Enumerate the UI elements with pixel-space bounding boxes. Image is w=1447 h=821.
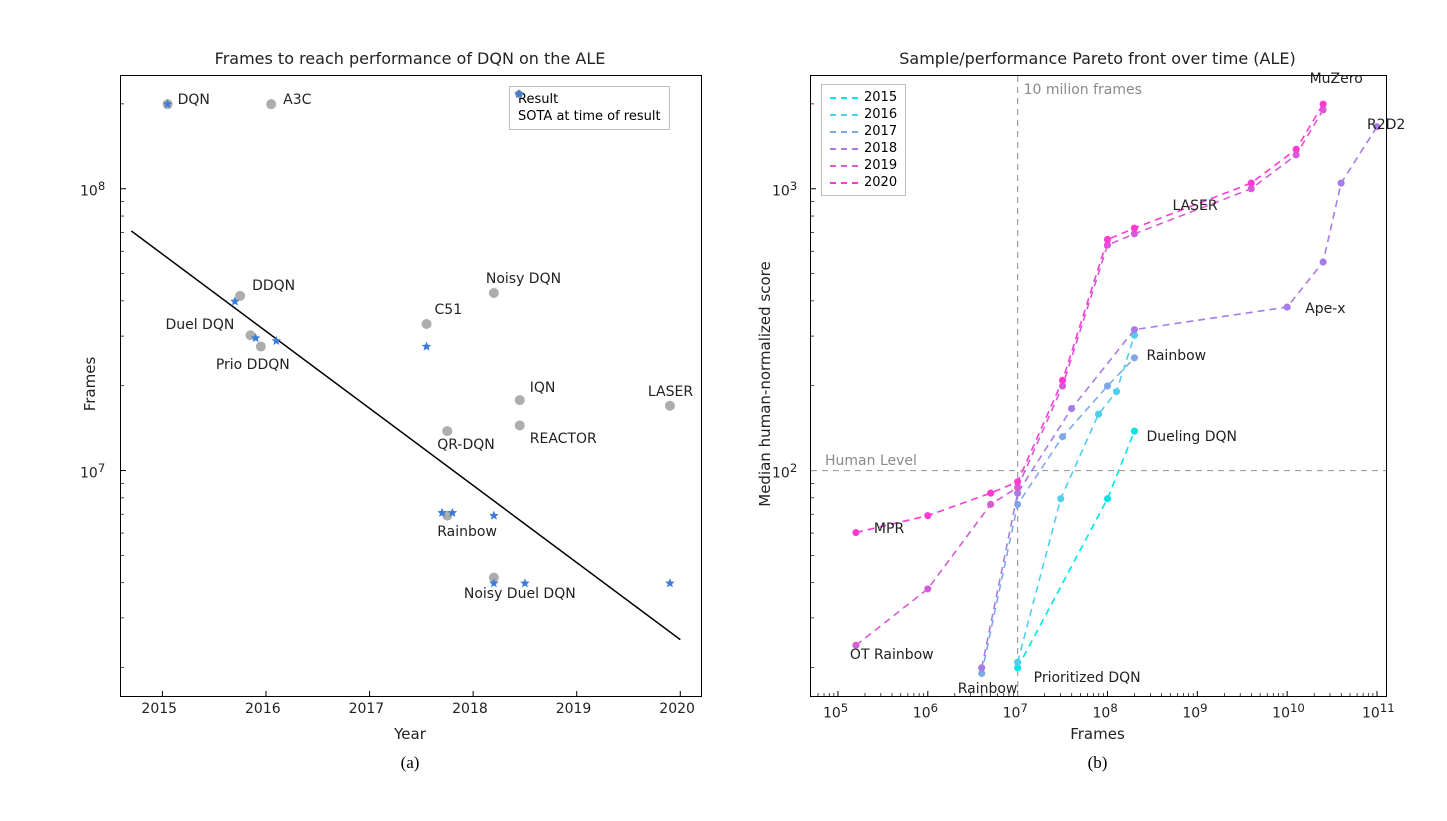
- legend-label: 2020: [864, 175, 897, 190]
- xtick-label: 2015: [141, 701, 177, 717]
- series-label: Ape-x: [1305, 301, 1345, 317]
- xtick-label: 107: [1003, 701, 1028, 722]
- figure: ResultSOTA at time of result DQN A3C DDQN D…: [0, 0, 1447, 821]
- result-label: Rainbow: [437, 524, 497, 540]
- series-label: R2D2: [1367, 117, 1405, 133]
- result-label: DDQN: [252, 278, 295, 294]
- legend-swatch: [830, 148, 858, 150]
- panel-b-ylabel: Median human-normalized score: [756, 234, 774, 534]
- panel-a-title: Frames to reach performance of DQN on th…: [120, 49, 700, 68]
- panel-a-xlabel: Year: [120, 725, 700, 743]
- legend-row: 2016: [830, 106, 897, 123]
- series-label: MuZero: [1310, 71, 1363, 87]
- legend-label: 2016: [864, 107, 897, 122]
- panel-b-xlabel: Frames: [810, 725, 1385, 743]
- panel-a-svg: [121, 76, 701, 696]
- panel-a: ResultSOTA at time of result DQN A3C DDQN D…: [120, 75, 702, 697]
- series-label: Dueling DQN: [1146, 429, 1237, 445]
- series-label: OT Rainbow: [850, 647, 934, 663]
- series-label: LASER: [1172, 198, 1217, 214]
- ytick-label: 102: [772, 461, 797, 482]
- panel-b: 2015 2016 2017 2018 2019 2020 10 milion frame…: [810, 75, 1387, 697]
- panel-b-title: Sample/performance Pareto front over tim…: [810, 49, 1385, 68]
- xtick-label: 1011: [1362, 701, 1395, 722]
- legend-swatch: [830, 114, 858, 116]
- legend-swatch: [830, 182, 858, 184]
- legend-swatch: [830, 97, 858, 99]
- ytick-label: 108: [80, 179, 105, 200]
- legend-row: 2020: [830, 174, 897, 191]
- legend-label: 2017: [864, 124, 897, 139]
- result-label: A3C: [283, 92, 311, 108]
- result-label: Noisy Duel DQN: [464, 586, 576, 602]
- legend-row: 2019: [830, 157, 897, 174]
- series-label: Rainbow: [958, 681, 1018, 697]
- legend-row: 2015: [830, 89, 897, 106]
- xtick-label: 2016: [245, 701, 281, 717]
- legend-swatch: [830, 165, 858, 167]
- legend-row: SOTA at time of result: [518, 108, 661, 125]
- legend-row: 2018: [830, 140, 897, 157]
- legend-swatch: [830, 131, 858, 133]
- result-label: QR-DQN: [437, 437, 495, 453]
- series-label: MPR: [874, 521, 904, 537]
- vline-label: 10 milion frames: [1024, 82, 1142, 98]
- xtick-label: 1010: [1272, 701, 1305, 722]
- xtick-label: 105: [823, 701, 848, 722]
- result-label: Prio DDQN: [216, 357, 290, 373]
- xtick-label: 2019: [556, 701, 592, 717]
- xtick-label: 108: [1092, 701, 1117, 722]
- result-label: LASER: [648, 384, 693, 400]
- legend-label: SOTA at time of result: [518, 109, 661, 124]
- legend-label: 2018: [864, 141, 897, 156]
- panel-a-sublabel: (a): [120, 753, 700, 773]
- panel-b-legend: 2015 2016 2017 2018 2019 2020: [821, 84, 906, 196]
- result-label: Noisy DQN: [486, 271, 561, 287]
- panel-a-ylabel: Frames: [81, 334, 99, 434]
- legend-row: 2017: [830, 123, 897, 140]
- result-label: REACTOR: [530, 431, 597, 447]
- xtick-label: 106: [913, 701, 938, 722]
- panel-b-sublabel: (b): [810, 753, 1385, 773]
- result-label: C51: [435, 302, 463, 318]
- ytick-label: 107: [80, 461, 105, 482]
- hline-label: Human Level: [825, 453, 917, 469]
- xtick-label: 2020: [659, 701, 695, 717]
- series-label: Prioritized DQN: [1034, 670, 1141, 686]
- xtick-label: 2018: [452, 701, 488, 717]
- result-label: Duel DQN: [165, 317, 234, 333]
- panel-a-legend: ResultSOTA at time of result: [509, 86, 670, 130]
- ytick-label: 103: [772, 179, 797, 200]
- result-label: DQN: [178, 92, 210, 108]
- result-label: IQN: [530, 380, 556, 396]
- xtick-label: 109: [1182, 701, 1207, 722]
- legend-row: Result: [518, 91, 661, 108]
- legend-label: 2015: [864, 90, 897, 105]
- xtick-label: 2017: [349, 701, 385, 717]
- series-label: Rainbow: [1146, 348, 1206, 364]
- legend-label: 2019: [864, 158, 897, 173]
